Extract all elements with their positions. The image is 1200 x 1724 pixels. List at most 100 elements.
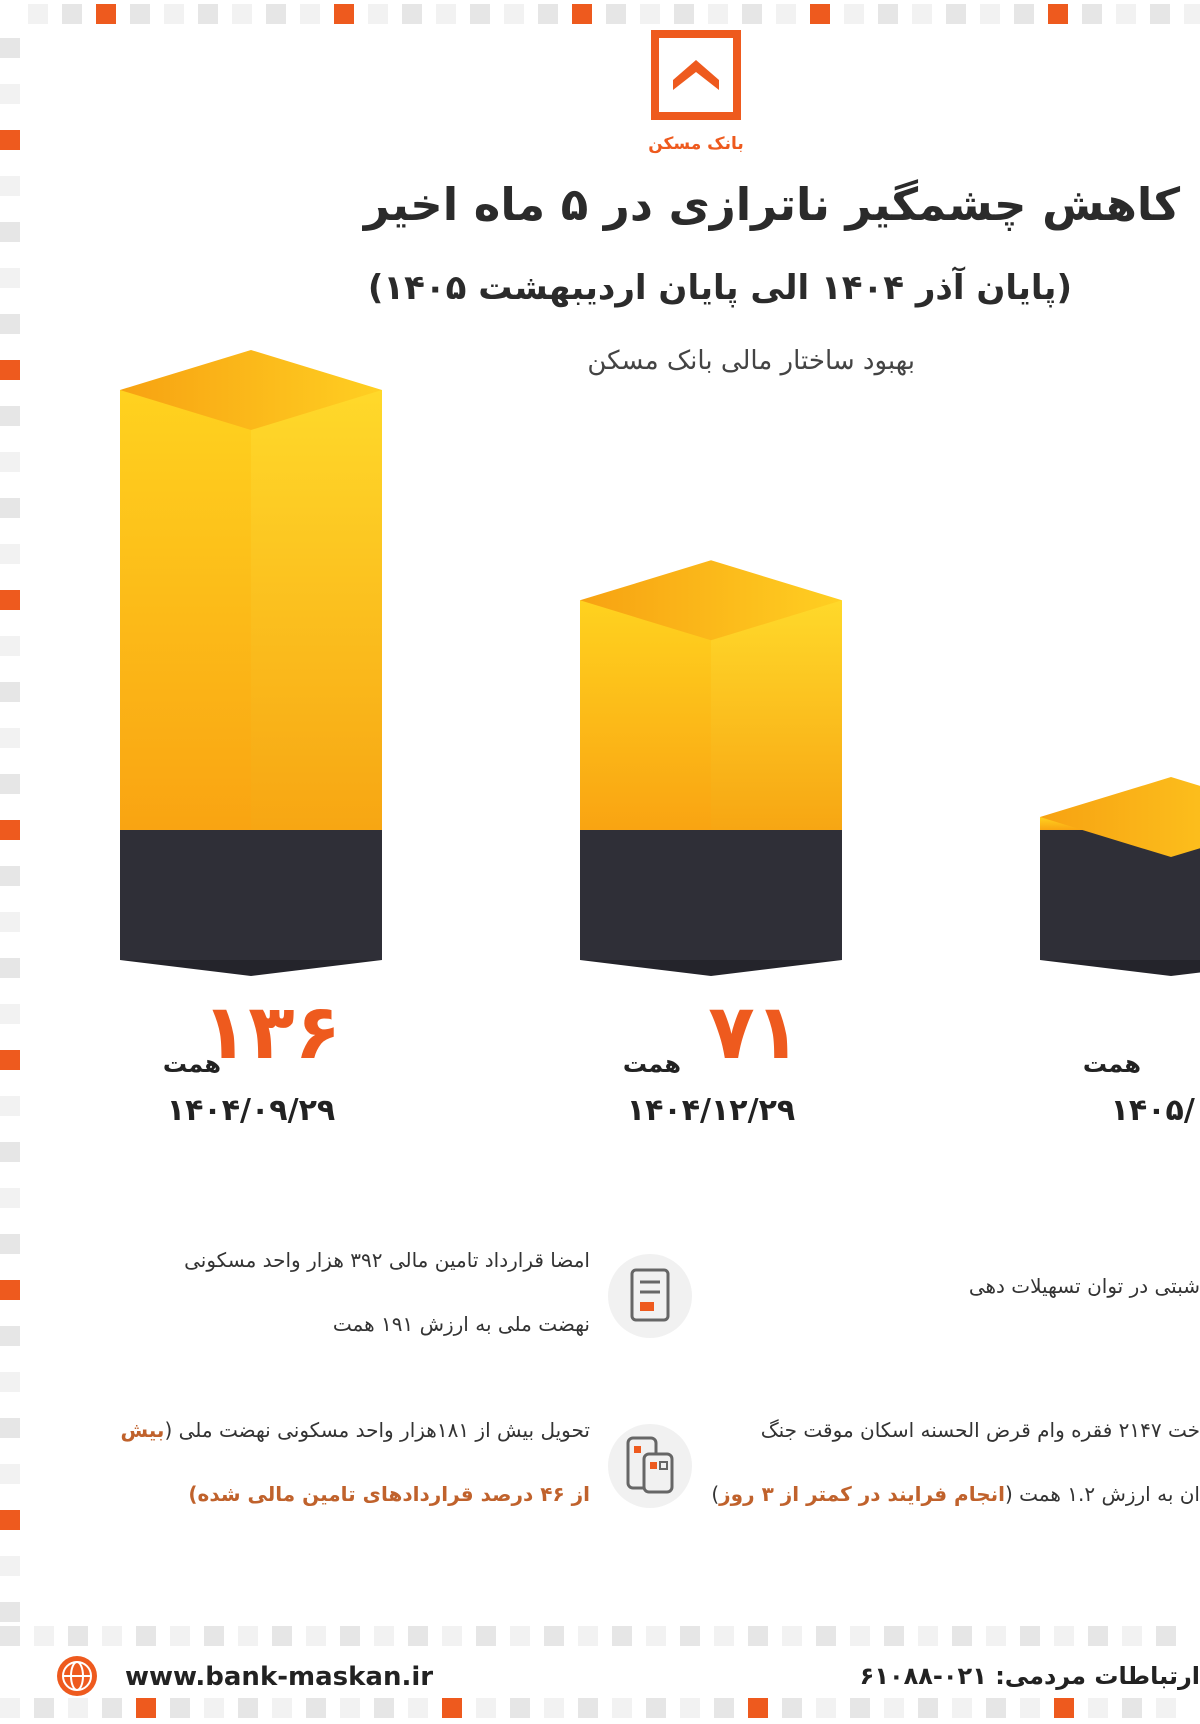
- bar-top: [1040, 777, 1200, 858]
- decor-square: [850, 1626, 870, 1646]
- bar-top: [120, 350, 382, 430]
- decor-square: [0, 1698, 20, 1718]
- decor-square: [368, 4, 388, 24]
- decor-square: [476, 1698, 496, 1718]
- left-decor-border: [0, 28, 22, 1622]
- decor-square: [1122, 1698, 1142, 1718]
- decor-square: [0, 130, 20, 150]
- website-link[interactable]: www.bank-maskan.ir: [125, 1662, 434, 1692]
- decor-square: [408, 1626, 428, 1646]
- decor-square: [0, 1418, 20, 1438]
- data-label: ۷۱: [708, 987, 801, 1076]
- info-item-delivery: تحویل بیش از ۱۸۱هزار واحد مسکونی نهضت مل…: [120, 1398, 590, 1526]
- decor-square: [170, 1698, 190, 1718]
- decor-square: [952, 1626, 972, 1646]
- decor-square: [1054, 1698, 1074, 1718]
- decor-square: [1014, 4, 1034, 24]
- decor-square: [0, 728, 20, 748]
- decor-square: [844, 4, 864, 24]
- decor-square: [1020, 1698, 1040, 1718]
- decor-square: [0, 1234, 20, 1254]
- decor-square: [238, 1626, 258, 1646]
- decor-square: [0, 360, 20, 380]
- decor-square: [0, 682, 20, 702]
- info-item-loan: خت ۲۱۴۷ فقره وام قرض الحسنه اسکان موقت ج…: [711, 1398, 1200, 1526]
- bar-body: [120, 390, 251, 830]
- decor-square: [0, 774, 20, 794]
- bar-base-shadow: [120, 960, 382, 976]
- decor-square: [0, 958, 20, 978]
- x-tick-label: ۱۴۰۴/۰۹/۲۹: [167, 1093, 335, 1128]
- decor-square: [1156, 1626, 1176, 1646]
- decor-square: [1156, 1698, 1176, 1718]
- bar-body-side: [711, 600, 842, 830]
- decor-square: [300, 4, 320, 24]
- decor-square: [0, 1372, 20, 1392]
- decor-square: [606, 4, 626, 24]
- info-item-capacity: شبتی در توان تسهیلات دهی: [969, 1254, 1200, 1318]
- decor-square: [538, 4, 558, 24]
- decor-square: [680, 1626, 700, 1646]
- decor-square: [0, 912, 20, 932]
- decor-square: [946, 4, 966, 24]
- decor-square: [476, 1626, 496, 1646]
- bar-body-side: [251, 390, 382, 830]
- info-line: امضا قرارداد تامین مالی ۳۹۲ هزار واحد مس…: [184, 1248, 590, 1272]
- decor-square: [442, 1626, 462, 1646]
- decor-square: [504, 4, 524, 24]
- decor-square: [272, 1698, 292, 1718]
- decor-square: [986, 1698, 1006, 1718]
- chart-caption: بهبود ساختار مالی بانک مسکن: [587, 346, 915, 376]
- decor-square: [436, 4, 456, 24]
- decor-square: [884, 1626, 904, 1646]
- decor-square: [232, 4, 252, 24]
- decor-square: [0, 268, 20, 288]
- info-line: خت ۲۱۴۷ فقره وام قرض الحسنه اسکان موقت ج…: [760, 1418, 1200, 1442]
- decor-square: [374, 1698, 394, 1718]
- decor-square: [1116, 4, 1136, 24]
- decor-square: [1150, 4, 1170, 24]
- decor-square: [1088, 1626, 1108, 1646]
- decor-square: [1184, 4, 1200, 24]
- info-highlight: انجام فرایند در کمتر از ۳ روز: [719, 1482, 1005, 1506]
- decor-square: [646, 1626, 666, 1646]
- decor-square: [0, 1280, 20, 1300]
- decor-square: [0, 636, 20, 656]
- decor-square: [136, 1698, 156, 1718]
- decor-square: [850, 1698, 870, 1718]
- bar-body: [580, 600, 711, 830]
- decor-square: [68, 1626, 88, 1646]
- decor-square: [0, 498, 20, 518]
- decor-square: [748, 1698, 768, 1718]
- data-label-unit: همت: [163, 1050, 221, 1078]
- decor-square: [204, 1626, 224, 1646]
- data-label-unit: همت: [1083, 1050, 1141, 1078]
- decor-square: [68, 1698, 88, 1718]
- decor-square: [748, 1626, 768, 1646]
- decor-square: [782, 1698, 802, 1718]
- data-label-unit: همت: [623, 1050, 681, 1078]
- decor-square: [918, 1698, 938, 1718]
- globe-icon: [57, 1656, 97, 1696]
- page-title: کاهش چشمگیر ناترازی در ۵ ماه اخیر: [363, 178, 1180, 231]
- document-icon: [608, 1254, 692, 1338]
- decor-square: [0, 1050, 20, 1070]
- buildings-icon: [608, 1424, 692, 1508]
- decor-square: [544, 1626, 564, 1646]
- decor-square: [1020, 1626, 1040, 1646]
- decor-square: [442, 1698, 462, 1718]
- decor-square: [578, 1698, 598, 1718]
- info-highlight: بیش: [120, 1418, 165, 1442]
- decor-square: [0, 866, 20, 886]
- decor-square: [810, 4, 830, 24]
- decor-square: [572, 4, 592, 24]
- decor-square: [0, 176, 20, 196]
- decor-square: [96, 4, 116, 24]
- decor-square: [884, 1698, 904, 1718]
- decor-square: [0, 820, 20, 840]
- decor-square: [612, 1698, 632, 1718]
- decor-square: [340, 1626, 360, 1646]
- decor-square: [0, 314, 20, 334]
- decor-square: [102, 1698, 122, 1718]
- x-tick-label: ۱۴۰۵/۰۲: [1111, 1093, 1200, 1128]
